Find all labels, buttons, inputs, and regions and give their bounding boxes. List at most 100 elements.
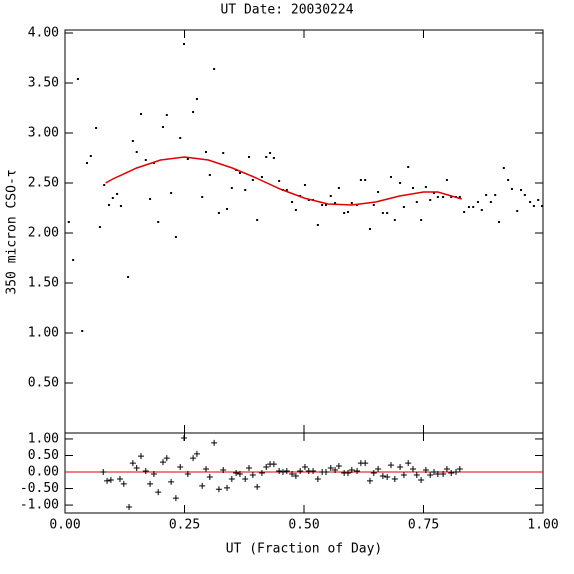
residual-point: [310, 468, 317, 475]
residual-point: [314, 475, 321, 482]
residual-point: [418, 476, 425, 483]
residual-point: [159, 459, 166, 466]
point: [532, 205, 535, 207]
residual-point: [301, 464, 308, 471]
y-tick-label: -0.50: [20, 481, 59, 496]
point: [537, 199, 540, 201]
point: [217, 212, 220, 214]
residual-point: [193, 450, 200, 457]
x-tick-label: 0.00: [49, 518, 80, 533]
point: [278, 180, 281, 182]
point: [507, 179, 510, 181]
point: [140, 113, 143, 115]
residual-point: [375, 466, 382, 473]
point: [329, 195, 332, 197]
residual-point: [322, 469, 329, 476]
point: [324, 204, 327, 206]
point: [368, 228, 371, 230]
residual-point: [107, 476, 114, 483]
point: [407, 166, 410, 168]
residual-point: [190, 455, 197, 462]
chart-title: UT Date: 20030224: [220, 3, 353, 18]
residual-point: [215, 486, 222, 493]
residual-point: [297, 468, 304, 475]
residual-point: [427, 471, 434, 478]
residual-point: [116, 475, 123, 482]
residual-point: [206, 473, 213, 480]
x-tick-label: 0.50: [288, 518, 319, 533]
fit-curve: [105, 156, 462, 206]
residual-point: [203, 466, 210, 473]
y-tick-label: 4.00: [28, 26, 59, 41]
point: [450, 196, 453, 198]
point: [463, 211, 466, 213]
point: [424, 186, 427, 188]
residual-point: [199, 482, 206, 489]
point: [377, 191, 380, 193]
point: [442, 196, 445, 198]
point: [346, 211, 349, 213]
point: [256, 219, 259, 221]
residual-point: [391, 475, 398, 482]
residual-point: [184, 470, 191, 477]
point: [244, 189, 247, 191]
residual-point: [236, 470, 243, 477]
point: [343, 212, 346, 214]
point: [502, 167, 505, 169]
point: [76, 78, 79, 80]
point: [170, 192, 173, 194]
residual-point: [422, 467, 429, 474]
y-tick-label: 2.00: [28, 226, 59, 241]
residual-point: [332, 467, 339, 474]
point: [433, 192, 436, 194]
residual-point: [443, 466, 450, 473]
point: [381, 212, 384, 214]
x-axis-label: UT (Fraction of Day): [226, 542, 383, 557]
point: [111, 197, 114, 199]
point: [85, 162, 88, 164]
point: [269, 152, 272, 154]
x-tick-label: 0.25: [169, 518, 200, 533]
point: [81, 330, 84, 332]
residual-point: [405, 460, 412, 467]
point: [103, 184, 106, 186]
point: [205, 151, 208, 153]
point: [386, 212, 389, 214]
residual-point: [258, 470, 265, 476]
residual-point: [354, 468, 361, 475]
residual-point: [155, 489, 162, 496]
residual-point: [172, 495, 179, 502]
point: [472, 206, 475, 208]
residual-point: [142, 468, 149, 475]
residual-point: [327, 465, 334, 472]
residual-point: [242, 475, 249, 482]
point: [157, 221, 160, 223]
point: [510, 188, 513, 190]
point: [222, 152, 225, 154]
residual-point: [246, 465, 253, 472]
residual-point: [177, 464, 184, 471]
residual-point: [431, 469, 438, 476]
point: [135, 151, 138, 153]
point: [272, 157, 275, 159]
residual-point: [104, 477, 111, 484]
point: [165, 114, 168, 116]
residual-point: [370, 470, 377, 476]
point: [192, 111, 195, 113]
point: [260, 176, 263, 178]
point: [498, 221, 501, 223]
y-tick-label: 3.50: [28, 76, 59, 91]
residual-point: [138, 453, 145, 460]
residual-point: [434, 470, 441, 477]
point: [467, 206, 470, 208]
point: [476, 201, 479, 203]
point: [429, 199, 432, 201]
y-tick-label: 3.00: [28, 126, 59, 141]
point: [529, 201, 532, 203]
bottom-frame: [64, 432, 544, 514]
point: [208, 174, 211, 176]
residual-point: [163, 455, 170, 462]
residual-point: [279, 469, 286, 476]
y-tick-label: 0.00: [28, 465, 59, 480]
